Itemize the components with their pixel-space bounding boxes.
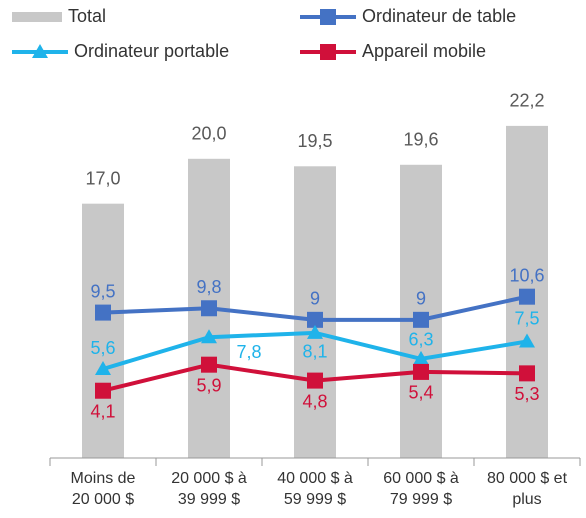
bar-value-label: 19,5 (297, 131, 332, 151)
x-tick-label: 80 000 $ et plus (486, 470, 568, 508)
line-value-label: 4,1 (90, 401, 115, 421)
legend-label: Ordinateur de table (362, 6, 516, 26)
line-value-label: 4,8 (302, 391, 327, 411)
line-marker (95, 304, 111, 321)
line-marker (413, 350, 429, 365)
bar (82, 203, 124, 458)
line-value-label: 5,4 (408, 383, 433, 403)
line-marker (519, 333, 535, 348)
line-marker (95, 382, 111, 399)
line-marker (307, 372, 323, 389)
line-value-label: 5,6 (90, 338, 115, 358)
line-value-label: 9 (416, 289, 426, 309)
bar-value-label: 19,6 (403, 130, 438, 150)
line-marker (201, 356, 217, 373)
legend-marker (320, 44, 336, 60)
line-marker (519, 288, 535, 305)
line-value-label: 5,3 (514, 384, 539, 404)
legend-label: Appareil mobile (362, 41, 486, 61)
x-tick-label: 20 000 $ à 39 999 $ (171, 470, 247, 508)
legend-marker (320, 9, 336, 25)
legend-label: Total (68, 6, 106, 26)
line-marker (307, 311, 323, 328)
legend-marker (32, 44, 48, 58)
line-marker (413, 363, 429, 380)
line-marker (201, 300, 217, 317)
x-tick-label: 40 000 $ à 59 999 $ (277, 470, 353, 508)
line-marker (413, 311, 429, 328)
line-marker (307, 324, 323, 339)
line-value-label: 9 (310, 289, 320, 309)
x-tick-label: 60 000 $ à 79 999 $ (383, 470, 459, 508)
line-value-label: 5,9 (196, 375, 221, 395)
bar (400, 164, 442, 458)
bar-value-label: 22,2 (509, 91, 544, 111)
line-marker (519, 365, 535, 382)
line-value-label: 7,8 (236, 342, 261, 362)
line-value-label: 7,5 (514, 308, 539, 328)
bar-value-label: 20,0 (191, 124, 226, 144)
line-marker (95, 361, 111, 376)
line-value-label: 9,5 (90, 281, 115, 301)
x-tick-label: Moins de 20 000 $ (70, 470, 136, 508)
line-value-label: 10,6 (509, 265, 544, 285)
line-value-label: 6,3 (408, 330, 433, 350)
line-marker (201, 329, 217, 344)
line-value-label: 8,1 (302, 342, 327, 362)
line-value-label: 9,8 (196, 277, 221, 297)
bar-value-label: 17,0 (85, 168, 120, 188)
legend-label: Ordinateur portable (74, 41, 229, 61)
legend-swatch (12, 12, 62, 22)
